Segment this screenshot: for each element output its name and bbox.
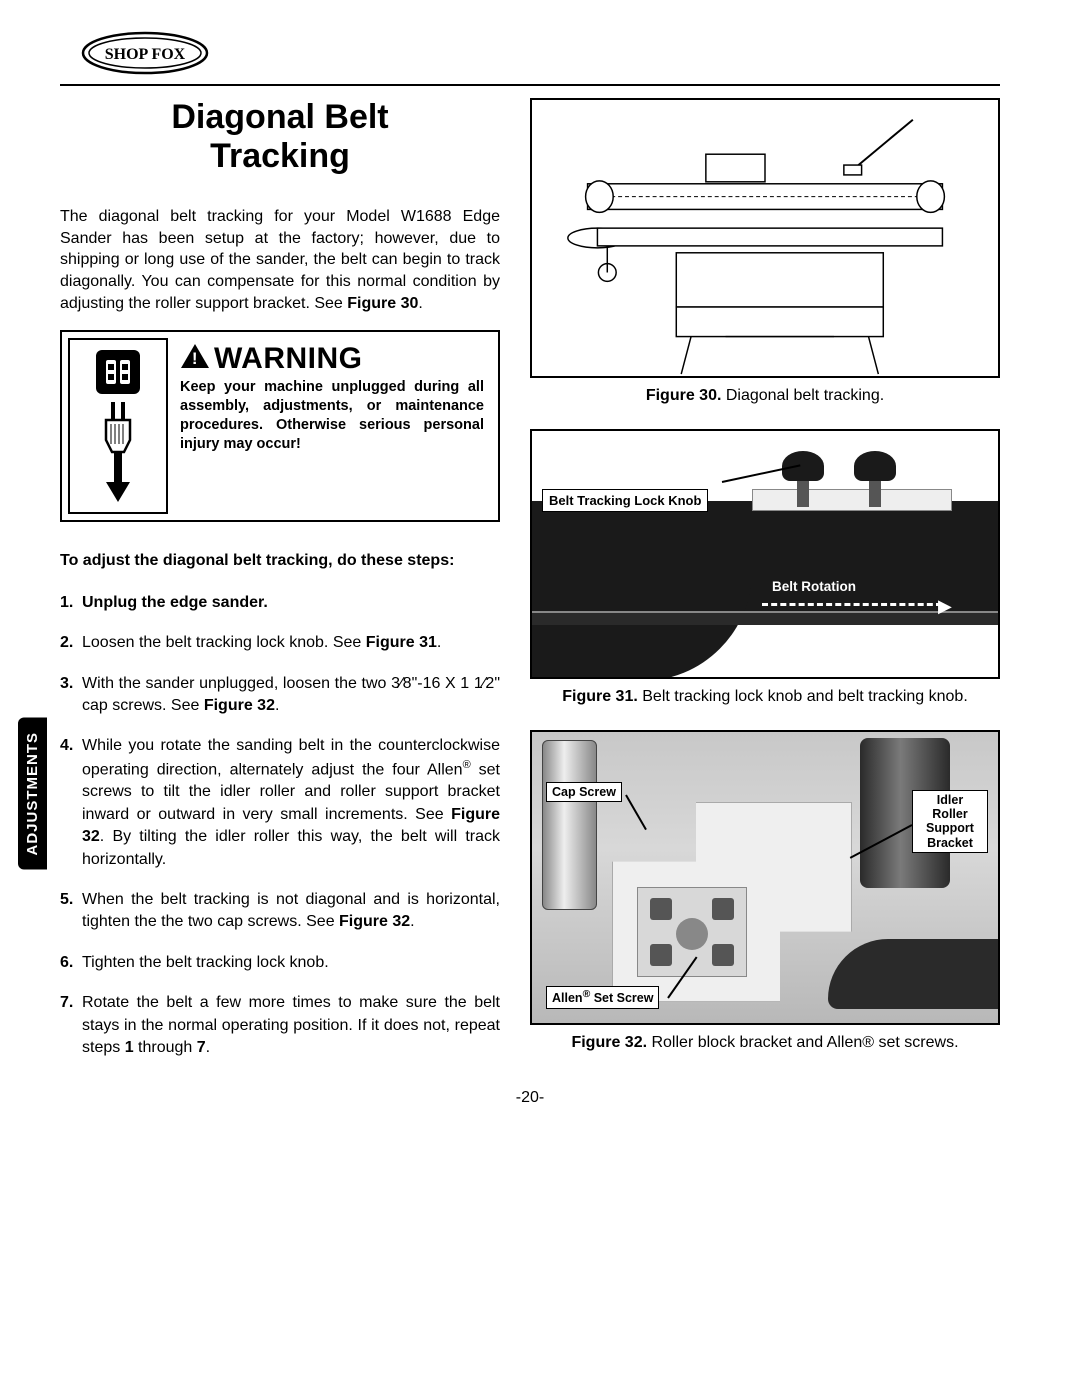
steps-intro: To adjust the diagonal belt tracking, do… xyxy=(60,550,500,572)
svg-text:!: ! xyxy=(192,349,198,368)
step-6: Tighten the belt tracking lock knob. xyxy=(60,952,500,974)
figure-31-image: Belt Tracking Lock Knob Belt Rotation ▶ xyxy=(530,429,1000,679)
warning-body: Keep your machine unplugged during all a… xyxy=(180,378,484,453)
fig32-label-idler: Idler Roller Support Bracket xyxy=(912,790,988,854)
section-tab: ADJUSTMENTS xyxy=(18,718,47,870)
unplug-icon xyxy=(68,338,168,514)
figure-30: Figure 30. Diagonal belt tracking. xyxy=(530,98,1000,407)
step-1: Unplug the edge sander. xyxy=(60,592,500,614)
figure-31-caption: Figure 31. Belt tracking lock knob and b… xyxy=(530,687,1000,708)
figure-30-image xyxy=(530,98,1000,378)
step-3: With the sander unplugged, loosen the tw… xyxy=(60,673,500,718)
fig31-label-rotation: Belt Rotation xyxy=(772,579,856,594)
figure-32-image: Cap Screw Idler Roller Support Bracket A… xyxy=(530,730,1000,1025)
steps-list: Unplug the edge sander. Loosen the belt … xyxy=(60,592,500,1060)
warning-box: ! WARNING Keep your machine unplugged du… xyxy=(60,330,500,522)
svg-text:SHOP FOX: SHOP FOX xyxy=(105,46,186,63)
step-2: Loosen the belt tracking lock knob. See … xyxy=(60,632,500,654)
arrow-right-icon: ▶ xyxy=(938,596,952,617)
page-title: Diagonal Belt Tracking xyxy=(60,98,500,176)
page-number: -20- xyxy=(60,1089,1000,1107)
figure-32: Cap Screw Idler Roller Support Bracket A… xyxy=(530,730,1000,1054)
fig32-label-cap-screw: Cap Screw xyxy=(546,782,622,802)
figure-32-caption: Figure 32. Roller block bracket and Alle… xyxy=(530,1033,1000,1054)
fig32-label-allen: Allen® Set Screw xyxy=(546,986,659,1009)
step-5: When the belt tracking is not diagonal a… xyxy=(60,889,500,934)
step-7: Rotate the belt a few more times to make… xyxy=(60,992,500,1059)
warning-triangle-icon: ! xyxy=(180,343,210,376)
figure-30-caption: Figure 30. Diagonal belt tracking. xyxy=(530,386,1000,407)
figure-31: Belt Tracking Lock Knob Belt Rotation ▶ … xyxy=(530,429,1000,708)
intro-paragraph: The diagonal belt tracking for your Mode… xyxy=(60,206,500,314)
warning-heading: ! WARNING xyxy=(180,342,484,376)
step-4: While you rotate the sanding belt in the… xyxy=(60,735,500,871)
fig31-label-knob: Belt Tracking Lock Knob xyxy=(542,489,708,512)
brand-logo: SHOP FOX xyxy=(80,30,1000,76)
header-rule xyxy=(60,84,1000,86)
